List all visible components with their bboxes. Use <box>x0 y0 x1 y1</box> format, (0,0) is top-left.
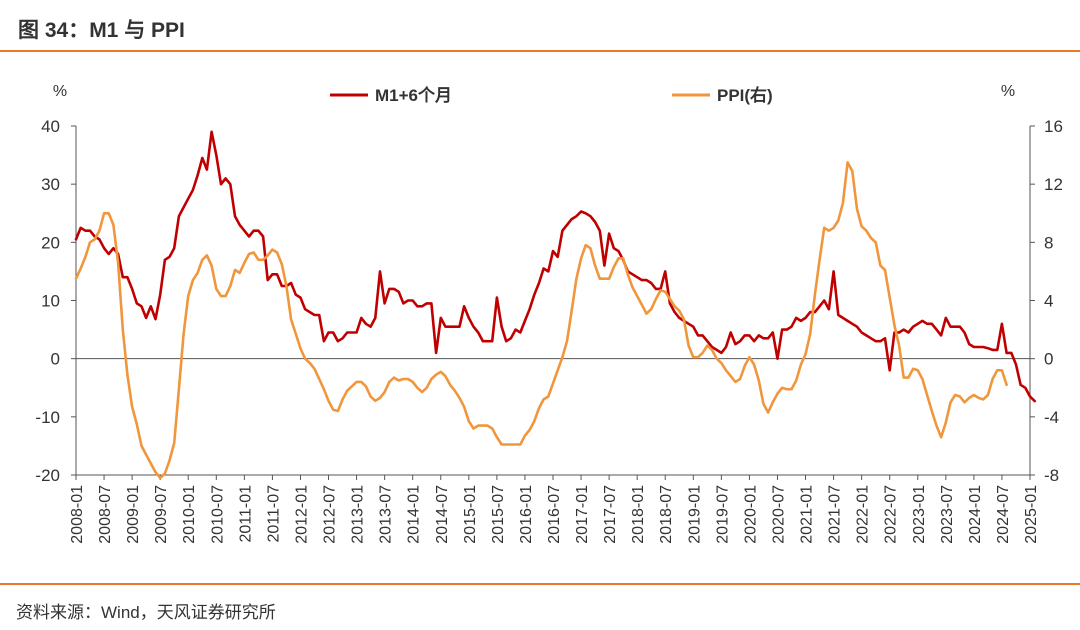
x-tick-label: 2019-01 <box>686 485 703 544</box>
legend-label-ppi: PPI(右) <box>717 85 773 105</box>
left-tick-label: -20 <box>35 466 60 485</box>
source-note: 资料来源：Wind，天风证券研究所 <box>16 603 276 622</box>
x-tick-label: 2020-07 <box>770 485 787 544</box>
left-tick-label: -10 <box>35 408 60 427</box>
x-tick-label: 2019-07 <box>714 485 731 544</box>
x-tick-label: 2009-07 <box>153 485 170 544</box>
x-tick-label: 2014-07 <box>434 485 451 544</box>
left-tick-label: 0 <box>51 350 60 369</box>
bottom-divider <box>0 583 1080 585</box>
x-tick-label: 2008-01 <box>69 485 86 544</box>
x-tick-label: 2021-07 <box>827 485 844 544</box>
x-tick-label: 2014-01 <box>406 485 423 544</box>
right-axis-unit: % <box>1001 83 1015 100</box>
x-tick-label: 2010-01 <box>181 485 198 544</box>
left-tick-label: 10 <box>41 292 60 311</box>
right-tick-label: -4 <box>1044 408 1059 427</box>
x-tick-label: 2021-01 <box>799 485 816 544</box>
top-divider <box>0 50 1080 52</box>
x-tick-label: 2022-01 <box>855 485 872 544</box>
x-tick-label: 2011-07 <box>265 485 282 543</box>
x-tick-label: 2017-01 <box>574 485 591 544</box>
axes-layer: -20 -10 0 10 20 30 40 -8 -4 0 4 8 12 16% % 2008-01 2008-… <box>35 83 1063 544</box>
x-tick-label: 2013-01 <box>350 485 367 544</box>
right-tick-label: 12 <box>1044 175 1063 194</box>
right-tick-label: 16 <box>1044 117 1063 136</box>
x-tick-label: 2015-01 <box>462 485 479 544</box>
x-tick-label: 2024-07 <box>995 485 1012 544</box>
x-tick-label: 2017-07 <box>602 485 619 544</box>
left-tick-label: 20 <box>41 233 60 252</box>
x-tick-label: 2018-07 <box>658 485 675 544</box>
x-tick-label: 2024-01 <box>967 485 984 544</box>
series-line-ppi <box>74 161 1008 480</box>
x-tick-label: 2011-01 <box>237 485 254 543</box>
right-tick-label: 0 <box>1044 350 1053 369</box>
x-tick-label: 2008-07 <box>97 485 114 544</box>
right-tick-label: 8 <box>1044 233 1053 252</box>
x-tick-label: 2012-07 <box>322 485 339 544</box>
x-tick-label: 2023-07 <box>939 485 956 544</box>
legend-label-m1: M1+6个月 <box>375 85 452 105</box>
x-tick-label: 2022-07 <box>883 485 900 544</box>
left-tick-label: 30 <box>41 175 60 194</box>
right-tick-label: -8 <box>1044 466 1059 485</box>
x-tick-label: 2020-01 <box>742 485 759 544</box>
m1-ppi-line-chart: -20 -10 0 10 20 30 40 -8 -4 0 4 8 12 16% % 2008-01 2008-… <box>35 83 1063 544</box>
series-layer <box>74 130 1036 480</box>
x-tick-label: 2023-01 <box>911 485 928 544</box>
x-tick-label: 2016-07 <box>546 485 563 544</box>
figure-title: 图 34：M1 与 PPI <box>18 19 185 42</box>
right-tick-label: 4 <box>1044 292 1053 311</box>
x-tick-label: 2018-01 <box>630 485 647 544</box>
x-tick-label: 2009-01 <box>125 485 142 544</box>
x-tick-label: 2025-01 <box>1023 485 1040 544</box>
series-line-m1 <box>74 130 1036 403</box>
x-tick-label: 2013-07 <box>378 485 395 544</box>
left-tick-label: 40 <box>41 117 60 136</box>
x-tick-label: 2012-01 <box>293 485 310 544</box>
x-tick-label: 2015-07 <box>490 485 507 544</box>
x-tick-label: 2010-07 <box>209 485 226 544</box>
legend: M1+6个月 PPI(右) <box>330 85 773 105</box>
x-tick-label: 2016-01 <box>518 485 535 544</box>
left-axis-unit: % <box>53 83 67 100</box>
